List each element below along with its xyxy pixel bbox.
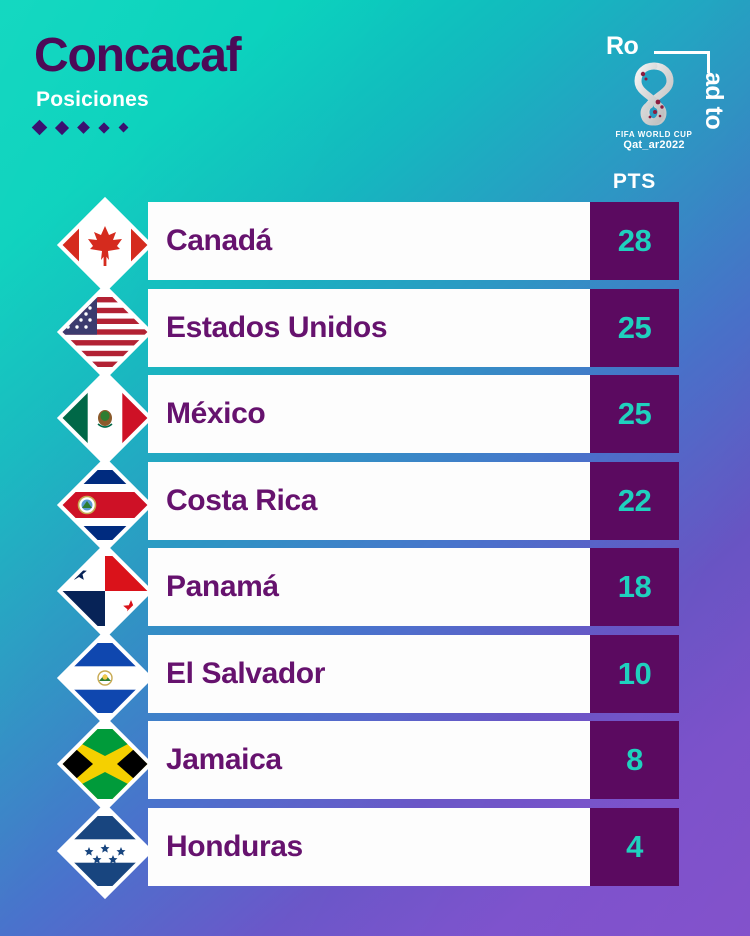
points-cell: 8	[590, 721, 679, 799]
page-title: Concacaf	[34, 29, 242, 82]
honduras-flag-icon	[56, 802, 154, 899]
points-cell: 22	[590, 461, 679, 540]
table-row[interactable]: México 25	[0, 369, 750, 467]
points-cell: 10	[590, 634, 679, 713]
diamond-icon	[118, 122, 129, 133]
team-name: Honduras	[166, 829, 303, 863]
team-name-cell: México	[148, 375, 590, 453]
qatar-2022-emblem-icon	[634, 62, 674, 126]
costa-rica-flag-icon	[56, 456, 154, 553]
points-value: 25	[617, 309, 652, 345]
points-cell: 28	[590, 202, 679, 280]
table-row[interactable]: Panamá 18	[0, 542, 750, 640]
points-value: 18	[617, 569, 652, 604]
usa-flag-icon	[56, 283, 154, 380]
points-cell: 4	[590, 807, 679, 886]
emblem-wordmark: FIFA WORLD CUP Qat_ar2022	[604, 130, 704, 152]
team-name: El Salvador	[166, 656, 326, 690]
team-name-cell: Costa Rica	[148, 461, 590, 540]
diamond-icon	[98, 121, 110, 134]
team-name-cell: El Salvador	[148, 634, 590, 713]
emblem-fifa-line: FIFA WORLD CUP	[615, 130, 693, 139]
diamond-icon	[31, 119, 48, 136]
logo-word-side: ad to	[700, 72, 728, 130]
header: Concacaf Posiciones Ro ad to	[0, 0, 750, 180]
team-name: Jamaica	[166, 743, 282, 776]
team-name: Panamá	[166, 570, 279, 603]
table-row[interactable]: Honduras 4	[0, 802, 750, 899]
el-salvador-flag-icon	[56, 629, 154, 726]
points-value: 28	[617, 223, 652, 258]
panama-flag-icon	[56, 542, 154, 640]
standings-table: Canadá 28	[0, 196, 750, 899]
table-row[interactable]: El Salvador 10	[0, 629, 750, 726]
logo-word-top: Ro	[606, 32, 639, 60]
emblem-qatar-line: Qat_ar2022	[623, 139, 685, 152]
team-name: Canadá	[166, 224, 272, 257]
diamond-icon	[77, 121, 90, 134]
logo-rule-vertical	[707, 51, 710, 73]
team-name-cell: Jamaica	[148, 721, 590, 799]
points-cell: 18	[590, 548, 679, 626]
team-name-cell: Estados Unidos	[148, 288, 590, 367]
diamond-icon	[54, 120, 70, 135]
points-cell: 25	[590, 288, 679, 367]
decorative-diamond-row	[31, 119, 129, 136]
team-name: México	[166, 397, 266, 430]
table-row[interactable]: Costa Rica 22	[0, 456, 750, 553]
mexico-flag-icon	[56, 369, 154, 467]
logo-rule-horizontal	[654, 51, 710, 54]
road-to-qatar-logo: Ro ad to	[598, 26, 728, 162]
table-row[interactable]: Estados Unidos 25	[0, 283, 750, 380]
canada-flag-icon	[56, 196, 154, 294]
points-value: 25	[617, 396, 652, 431]
team-name-cell: Honduras	[148, 807, 590, 886]
table-row[interactable]: Canadá 28	[0, 196, 750, 294]
points-cell: 25	[590, 375, 679, 453]
team-name-cell: Panamá	[148, 548, 590, 626]
points-value: 10	[617, 655, 652, 691]
points-value: 4	[626, 828, 643, 864]
jamaica-flag-icon	[56, 715, 154, 813]
points-value: 22	[617, 482, 652, 518]
team-name-cell: Canadá	[148, 202, 590, 280]
points-column-header: PTS	[612, 170, 657, 193]
page-subtitle: Posiciones	[36, 88, 149, 111]
team-name: Costa Rica	[166, 483, 318, 517]
team-name: Estados Unidos	[166, 310, 388, 344]
table-row[interactable]: Jamaica 8	[0, 715, 750, 813]
points-value: 8	[626, 742, 643, 777]
